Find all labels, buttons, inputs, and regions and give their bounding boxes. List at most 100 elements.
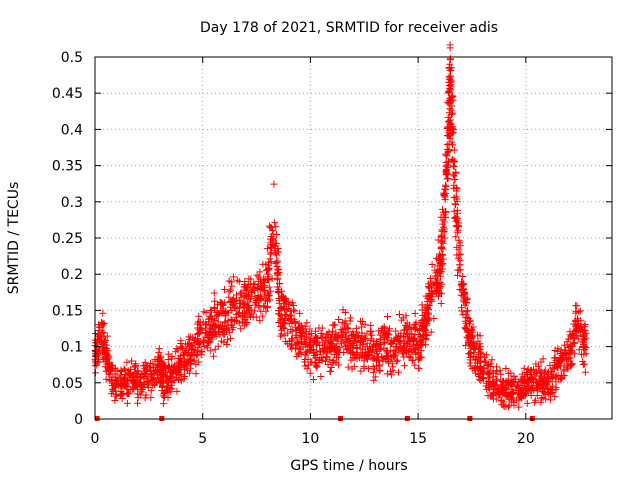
data-point	[442, 186, 450, 194]
data-point	[124, 382, 132, 390]
data-point	[430, 315, 438, 323]
data-point	[523, 389, 531, 397]
data-point	[402, 312, 410, 320]
data-point	[463, 295, 471, 303]
data-point	[274, 274, 282, 282]
data-point	[451, 175, 459, 183]
data-point	[388, 359, 396, 367]
data-point	[276, 332, 284, 340]
data-point	[353, 352, 361, 360]
data-point	[102, 336, 110, 344]
y-tick-labels: 0 0.05 0.1 0.15 0.2 0.25 0.3 0.35 0.4 0.45 0.5	[52, 50, 83, 428]
data-point	[302, 339, 310, 347]
data-point	[222, 307, 230, 315]
data-point	[103, 349, 111, 357]
data-point	[437, 244, 445, 252]
data-point	[335, 315, 343, 323]
x-tick-label: 10	[302, 431, 320, 447]
y-tick-label: 0	[74, 412, 83, 428]
data-point	[369, 354, 377, 362]
data-point	[531, 368, 539, 376]
data-point	[399, 350, 407, 358]
data-point	[395, 368, 403, 376]
data-point	[522, 379, 530, 387]
data-point	[437, 290, 445, 298]
data-point	[369, 368, 377, 376]
data-point	[390, 351, 398, 359]
data-point	[214, 342, 222, 350]
data-point	[211, 330, 219, 338]
data-point	[392, 357, 400, 365]
data-point	[446, 119, 454, 127]
data-point	[264, 304, 272, 312]
data-point	[290, 316, 298, 324]
data-point	[221, 285, 229, 293]
data-point	[267, 224, 275, 232]
data-point	[476, 332, 484, 340]
data-point	[493, 375, 501, 383]
data-point	[265, 222, 273, 230]
data-point	[445, 147, 453, 155]
data-point	[341, 317, 349, 325]
data-point	[493, 363, 501, 371]
data-point	[569, 333, 577, 341]
data-point	[232, 313, 240, 321]
data-point	[134, 399, 142, 407]
data-point	[534, 386, 542, 394]
data-point	[304, 348, 312, 356]
y-tick-label: 0.4	[61, 122, 83, 138]
plot-frame	[94, 56, 613, 420]
data-point	[504, 376, 512, 384]
data-point	[439, 239, 447, 247]
data-point	[458, 287, 466, 295]
data-point	[453, 216, 461, 224]
data-point	[297, 350, 305, 358]
data-point	[227, 334, 235, 342]
y-tick-label: 0.35	[52, 159, 83, 175]
data-point	[372, 347, 380, 355]
data-point	[238, 288, 246, 296]
data-point	[303, 319, 311, 327]
data-point	[161, 388, 169, 396]
data-point	[436, 284, 444, 292]
data-point	[242, 283, 250, 291]
data-point	[363, 339, 371, 347]
data-point	[502, 385, 510, 393]
data-point	[301, 358, 309, 366]
data-point	[453, 206, 461, 214]
data-point	[449, 162, 457, 170]
data-point	[128, 372, 136, 380]
data-point	[358, 323, 366, 331]
data-point	[371, 373, 379, 381]
data-point	[465, 315, 473, 323]
data-point	[123, 399, 131, 407]
data-point	[578, 326, 586, 334]
data-point	[466, 320, 474, 328]
data-point	[450, 157, 458, 165]
data-point	[147, 387, 155, 395]
data-point	[158, 369, 166, 377]
data-point	[471, 345, 479, 353]
data-point	[144, 383, 152, 391]
data-point	[423, 304, 431, 312]
data-points	[91, 41, 590, 411]
data-point	[555, 357, 563, 365]
data-point	[548, 386, 556, 394]
data-point	[547, 386, 555, 394]
data-point	[117, 379, 125, 387]
data-point	[312, 361, 320, 369]
data-point	[551, 393, 559, 401]
data-point	[447, 126, 455, 134]
data-point	[249, 313, 257, 321]
data-point	[291, 307, 299, 315]
data-point	[102, 357, 110, 365]
data-point	[210, 329, 218, 337]
x-tick-labels: 0 5 10 15 20	[91, 431, 535, 447]
data-point	[404, 347, 412, 355]
data-point	[459, 272, 467, 280]
data-point	[389, 366, 397, 374]
data-point	[566, 343, 574, 351]
data-point	[353, 355, 361, 363]
data-point	[100, 332, 108, 340]
data-point	[182, 340, 190, 348]
